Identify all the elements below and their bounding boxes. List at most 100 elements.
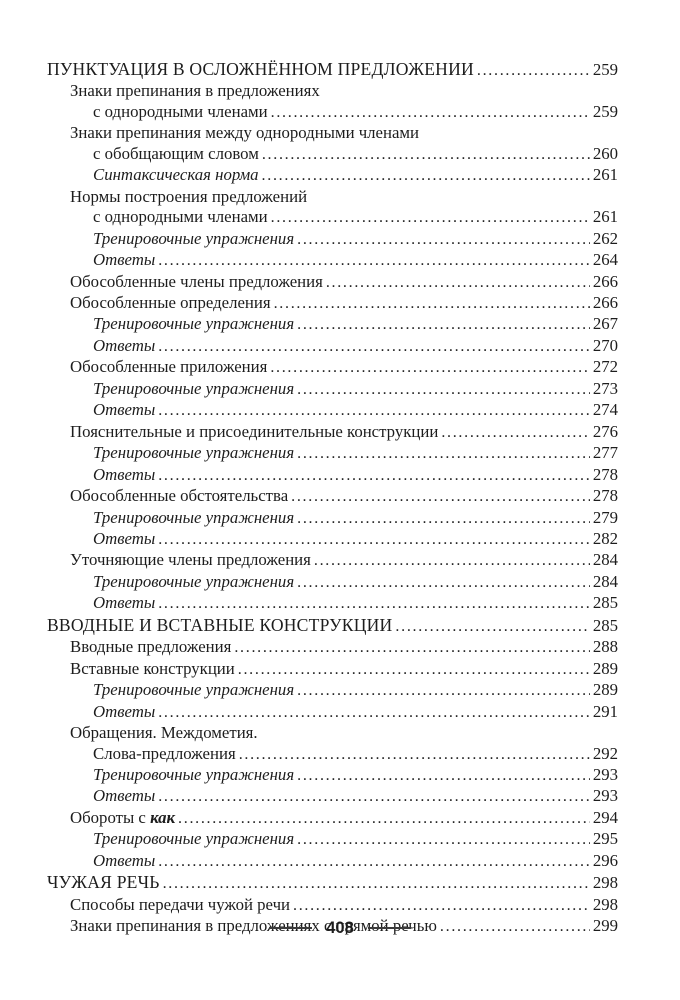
dot-leader — [158, 336, 590, 357]
toc-page-number: 299 — [592, 916, 618, 936]
toc-page-number: 259 — [592, 101, 618, 121]
toc-entry-title: Обособленные обстоятельства — [70, 486, 289, 506]
toc-page-number: 291 — [592, 701, 618, 721]
toc-entry-title: Ответы — [93, 593, 156, 613]
toc-entry: Тренировочные упражнения 277 — [47, 443, 618, 464]
toc-entry: ЧУЖАЯ РЕЧЬ 298 — [47, 872, 618, 894]
toc-entry: Обособленные приложения 272 — [47, 357, 618, 378]
toc-page-number: 288 — [592, 637, 618, 657]
toc-entry: Ответы 270 — [47, 336, 618, 357]
toc-entry: Ответы 293 — [47, 786, 618, 807]
toc-entry: Тренировочные упражнения 267 — [47, 314, 618, 335]
toc-entry: Тренировочные упражнения 293 — [47, 765, 618, 786]
toc-entry-title: Тренировочные упражнения — [93, 571, 295, 591]
toc-page-number: 298 — [592, 894, 618, 914]
dot-leader — [291, 486, 590, 507]
toc-page-number: 278 — [592, 464, 618, 484]
toc-page-number: 278 — [592, 486, 618, 506]
toc-page-number: 293 — [592, 786, 618, 806]
toc-entry: Тренировочные упражнения 284 — [47, 572, 618, 593]
toc-entry-title: Тренировочные упражнения — [93, 314, 295, 334]
toc-entry: Обороты с как 294 — [47, 808, 618, 829]
toc-page-number: 289 — [592, 680, 618, 700]
toc-entry-title: Обособленные члены предложения — [70, 271, 323, 291]
toc-entry-title: Ответы — [93, 850, 156, 870]
toc-page-number: 298 — [592, 873, 618, 893]
toc-page-number: 296 — [592, 850, 618, 870]
dot-leader — [158, 851, 590, 872]
dot-leader — [158, 400, 590, 421]
toc-entry-title: Вводные предложения — [70, 637, 232, 657]
dot-leader — [158, 702, 590, 723]
toc-page-number: 289 — [592, 658, 618, 678]
toc-page-number: 270 — [592, 335, 618, 355]
toc-entry-title: с однородными членами — [93, 207, 268, 227]
dot-leader — [477, 60, 590, 81]
dot-leader — [314, 550, 590, 571]
toc-page-number: 266 — [592, 292, 618, 312]
toc-entry: Обособленные члены предложения 266 — [47, 272, 618, 293]
toc-entry: ВВОДНЫЕ И ВСТАВНЫЕ КОНСТРУКЦИИ 285 — [47, 615, 618, 637]
toc-entry: Знаки препинания в предложениях с прямой… — [47, 916, 618, 937]
toc-entry-title: Обороты с как — [70, 807, 176, 827]
dot-leader — [297, 680, 590, 701]
toc-page-number: 284 — [592, 550, 618, 570]
dot-leader — [297, 229, 590, 250]
toc-page-number: 292 — [592, 743, 618, 763]
toc-entry-title: Обособленные определения — [70, 292, 271, 312]
page-footer: 408 — [0, 917, 680, 939]
dot-leader — [271, 102, 590, 123]
toc-entry-title: ЧУЖАЯ РЕЧЬ — [47, 872, 160, 893]
toc-entry: Обособленные обстоятельства 278 — [47, 486, 618, 507]
dot-leader — [158, 529, 590, 550]
toc-page-number: 261 — [592, 165, 618, 185]
toc-entry: Знаки препинания между однородными члена… — [47, 123, 618, 143]
toc-entry-title: Знаки препинания между однородными члена… — [70, 123, 420, 143]
toc-entry: Тренировочные упражнения 289 — [47, 680, 618, 701]
toc-entry: Пояснительные и присоединительные констр… — [47, 422, 618, 443]
toc-entry-title: Способы передачи чужой речи — [70, 894, 290, 914]
dot-leader — [158, 465, 590, 486]
toc-entry-title: Пояснительные и присоединительные констр… — [70, 421, 439, 441]
dot-leader — [262, 165, 590, 186]
toc-entry-title: Ответы — [93, 464, 156, 484]
toc-entry-title: Тренировочные упражнения — [93, 764, 295, 784]
toc-page-number: 284 — [592, 571, 618, 591]
dot-leader — [297, 572, 590, 593]
dot-leader — [297, 508, 590, 529]
toc-entry: Ответы 278 — [47, 465, 618, 486]
dot-leader — [297, 765, 590, 786]
toc-page-number: 276 — [592, 421, 618, 441]
toc-entry: Вставные конструкции 289 — [47, 659, 618, 680]
toc-entry: Слова-предложения 292 — [47, 744, 618, 765]
toc-entry-title: Обращения. Междометия. — [70, 723, 258, 743]
toc-entry: с однородными членами 261 — [47, 207, 618, 228]
toc-entry-title: Тренировочные упражнения — [93, 829, 295, 849]
toc-entry: Ответы 285 — [47, 593, 618, 614]
toc-entry: Обращения. Междометия. — [47, 723, 618, 743]
dot-leader — [274, 293, 590, 314]
toc-page-number: 272 — [592, 357, 618, 377]
dot-leader — [271, 207, 590, 228]
dot-leader — [270, 357, 590, 378]
toc-page-number: 294 — [592, 807, 618, 827]
toc-entry-title: Ответы — [93, 400, 156, 420]
toc-page-number: 273 — [592, 378, 618, 398]
toc-entry: Ответы 264 — [47, 250, 618, 271]
dot-leader — [297, 314, 590, 335]
toc-entry-title: Тренировочные упражнения — [93, 443, 295, 463]
toc-entry: Обособленные определения 266 — [47, 293, 618, 314]
toc-entry-title: ВВОДНЫЕ И ВСТАВНЫЕ КОНСТРУКЦИИ — [47, 614, 393, 635]
toc-entry: ПУНКТУАЦИЯ В ОСЛОЖНЁННОМ ПРЕДЛОЖЕНИИ 259 — [47, 59, 618, 81]
toc-entry: Тренировочные упражнения 262 — [47, 229, 618, 250]
toc-entry-title: Слова-предложения — [93, 743, 236, 763]
toc-entry-title: Знаки препинания в предложениях с прямой… — [70, 916, 437, 936]
toc-page-number: 264 — [592, 250, 618, 270]
toc-page-number: 267 — [592, 314, 618, 334]
toc-entry-title: Ответы — [93, 335, 156, 355]
toc-entry-title: Знаки препинания в предложениях — [70, 81, 320, 101]
footer-rule-right — [367, 927, 411, 929]
toc-entry-title: Уточняющие члены предложения — [70, 550, 311, 570]
toc-entry-title: Тренировочные упражнения — [93, 680, 295, 700]
toc-entry: Тренировочные упражнения 273 — [47, 379, 618, 400]
